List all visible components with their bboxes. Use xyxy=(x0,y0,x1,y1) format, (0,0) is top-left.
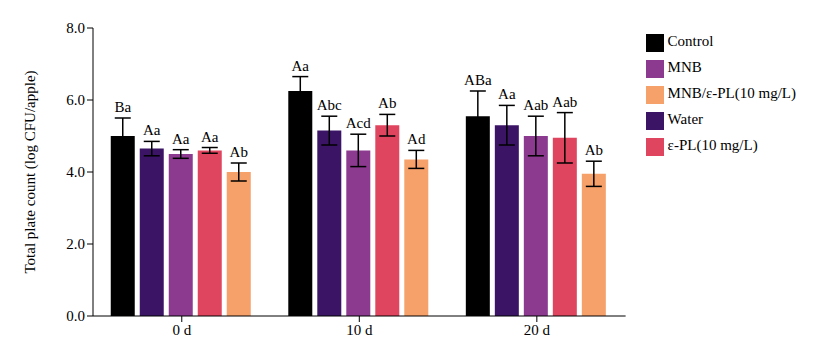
html-text:MNB: MNB xyxy=(667,59,702,75)
html-text:Water: Water xyxy=(667,111,703,127)
svg-text:6.0: 6.0 xyxy=(66,92,85,108)
svg-text:0 d: 0 d xyxy=(172,322,191,338)
svg-text:ABa: ABa xyxy=(464,72,492,88)
svg-text:Aa: Aa xyxy=(172,131,190,147)
svg-text:Aa: Aa xyxy=(143,122,161,138)
svg-text:2.0: 2.0 xyxy=(66,236,85,252)
html-text:Control: Control xyxy=(667,33,714,49)
svg-text:Aab: Aab xyxy=(523,97,548,113)
svg-text:Aab: Aab xyxy=(552,94,577,110)
svg-text:Ad: Ad xyxy=(407,131,426,147)
svg-text:8.0: 8.0 xyxy=(66,20,85,36)
svg-text:Acd: Acd xyxy=(346,115,371,131)
svg-text:Abc: Abc xyxy=(317,97,342,113)
svg-text:Ab: Ab xyxy=(585,142,603,158)
html-text:ε-PL(10 mg/L): ε-PL(10 mg/L) xyxy=(667,137,758,153)
svg-text:Aa: Aa xyxy=(201,129,219,145)
html-text:MNB/ε-PL(10 mg/L): MNB/ε-PL(10 mg/L) xyxy=(667,85,796,101)
svg-text:Ab: Ab xyxy=(230,144,248,160)
svg-text:10 d: 10 d xyxy=(346,322,373,338)
svg-text:Ab: Ab xyxy=(378,95,396,111)
svg-text:4.0: 4.0 xyxy=(66,164,85,180)
svg-text:Aa: Aa xyxy=(292,58,310,74)
svg-text:Ba: Ba xyxy=(114,99,131,115)
svg-text:0.0: 0.0 xyxy=(66,308,85,324)
svg-text:20 d: 20 d xyxy=(524,322,551,338)
svg-text:Total plate count (log CFU/app: Total plate count (log CFU/apple) xyxy=(22,70,39,273)
svg-text:Aa: Aa xyxy=(498,86,516,102)
